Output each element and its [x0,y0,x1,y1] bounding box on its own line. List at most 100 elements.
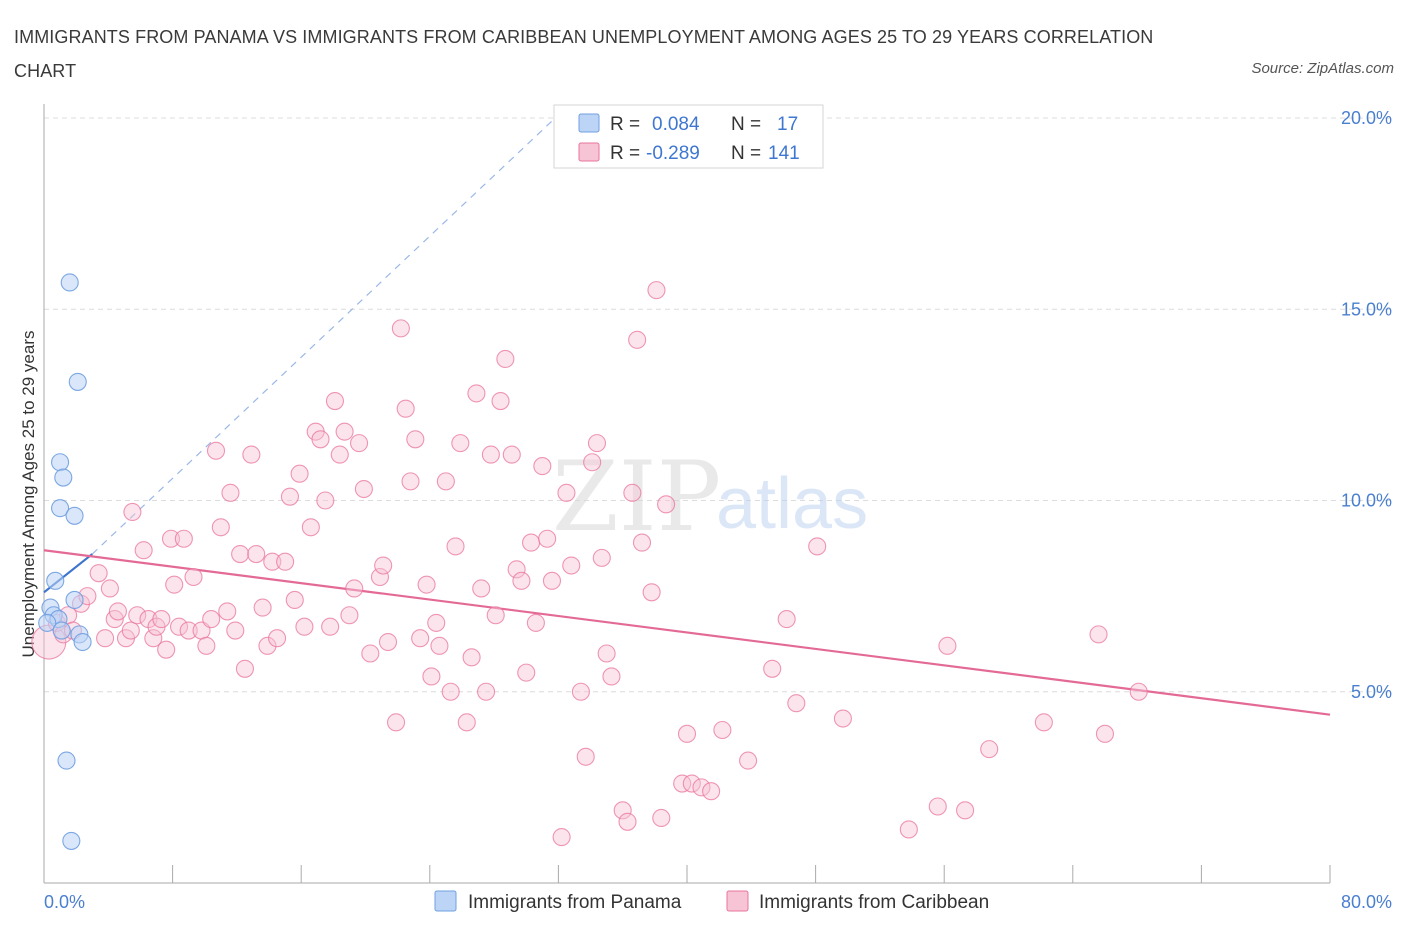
caribbean-point [325,391,345,411]
legend-r-value-caribbean: -0.289 [646,143,700,164]
caribbean-point [427,613,446,632]
caribbean-point [378,632,398,652]
caribbean-point [335,422,354,441]
caribbean-point [386,713,406,732]
caribbean-point [657,495,676,514]
caribbean-point [446,537,465,556]
caribbean-point [242,445,261,464]
caribbean-point [677,724,697,743]
caribbean-point [557,483,576,502]
y-tick-labels: 5.0% 10.0% 15.0% 20.0% [1341,108,1392,702]
legend-n-label-caribbean: N = [731,143,761,164]
series-legend: Immigrants from Panama Immigrants from C… [434,890,989,913]
caribbean-point [134,541,153,560]
panama-point [38,613,57,632]
legend-swatch-panama [578,113,600,133]
caribbean-point [571,682,590,701]
caribbean-point [330,445,349,464]
caribbean-point [231,544,250,564]
caribbean-point [128,606,147,625]
caribbean-point [1089,625,1108,644]
bottom-legend-swatch-caribbean [726,890,749,912]
caribbean-point [533,457,552,476]
caribbean-point [295,617,314,636]
caribbean-point [1095,724,1114,743]
caribbean-point [481,445,500,464]
y-axis-label: Unemployment Among Ages 25 to 29 years [19,331,38,658]
caribbean-point [457,713,476,732]
caribbean-point [928,797,947,816]
caribbean-point [316,491,335,510]
x-tick-label-left: 0.0% [44,892,85,912]
bottom-legend-label-panama: Immigrants from Panama [468,892,682,913]
caribbean-point [374,556,393,575]
caribbean-point [462,648,481,667]
caribbean-point [899,820,918,839]
caribbean-point [321,617,340,636]
caribbean-point [938,636,957,655]
caribbean-trend-line [43,549,1331,716]
caribbean-point [486,606,505,625]
source-label: Source: ZipAtlas.com [1251,60,1394,77]
caribbean-point [165,575,184,594]
caribbean-point [502,445,521,464]
caribbean-point [623,483,642,502]
caribbean-point [350,434,369,453]
caribbean-point [763,659,782,678]
caribbean-point [576,747,595,766]
y-tick-label: 5.0% [1351,682,1392,702]
chart-title: IMMIGRANTS FROM PANAMA VS IMMIGRANTS FRO… [14,27,1154,81]
caribbean-point [96,629,115,648]
caribbean-point [692,778,711,797]
caribbean-point [562,556,581,575]
caribbean-point [451,434,470,453]
caribbean-point [108,602,127,621]
panama-point [51,499,70,518]
caribbean-point [370,567,390,587]
gridlines [44,117,1392,693]
caribbean-point [218,602,237,621]
legend-swatch-caribbean [578,142,600,162]
caribbean-point [522,533,541,552]
caribbean-point [401,472,420,491]
caribbean-point [647,281,666,300]
caribbean-point [121,621,140,640]
caribbean-point [345,579,364,598]
caribbean-point [123,502,142,522]
caribbean-point [202,610,221,629]
y-tick-label: 15.0% [1341,299,1392,319]
caribbean-point [354,479,373,499]
panama-point [46,571,65,590]
caribbean-point [436,472,455,491]
caribbean-point [396,399,415,418]
caribbean-point [833,709,852,728]
legend-n-label-panama: N = [731,114,761,135]
caribbean-point [361,644,380,663]
caribbean-point [411,629,430,648]
caribbean-point [144,629,163,648]
caribbean-point [441,682,460,701]
caribbean-point [311,430,330,449]
y-tick-label: 10.0% [1341,491,1392,511]
panama-point [51,453,70,472]
caribbean-point [184,567,203,587]
caribbean-point [682,774,701,793]
caribbean-point [739,751,758,770]
caribbean-point [507,560,526,579]
panama-point [65,506,84,525]
legend-r-label-panama: R = [610,114,640,135]
caribbean-point [290,464,309,483]
legend-r-value-panama: 0.084 [652,114,700,135]
y-tick-label: 20.0% [1341,108,1392,128]
caribbean-point [285,590,304,610]
caribbean-point [652,808,671,828]
caribbean-point [592,548,611,567]
caribbean-point [632,533,652,552]
caribbean-point [472,579,491,598]
legend-n-value-panama: 17 [777,114,798,135]
caribbean-point [618,812,637,831]
caribbean-point [157,640,176,659]
caribbean-point [477,682,496,701]
caribbean-point [206,441,226,460]
